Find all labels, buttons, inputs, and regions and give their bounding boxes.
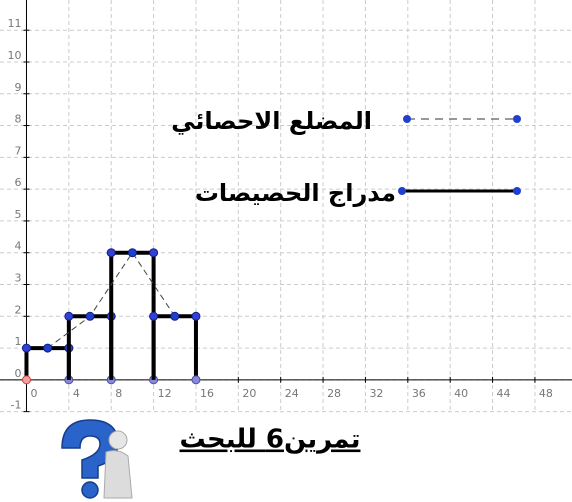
x-tick-label: 40 [454, 387, 468, 400]
x-tick-label: 16 [200, 387, 214, 400]
y-tick-label: 0 [14, 367, 21, 380]
x-tick-label: 4 [73, 387, 80, 400]
polygon-point [43, 343, 53, 353]
y-tick-label: 6 [14, 176, 21, 189]
y-tick-label: 10 [7, 49, 21, 62]
x-tick-label: 48 [539, 387, 553, 400]
legend-point [398, 187, 406, 195]
corner-point [149, 311, 159, 321]
corner-point [106, 248, 116, 258]
x-tick-label: 28 [327, 387, 341, 400]
y-tick-label: 5 [14, 208, 21, 221]
y-tick-label: 4 [14, 240, 21, 253]
polygon-point [127, 248, 137, 258]
y-tick-label: 1 [14, 335, 21, 348]
x-tick-label: 24 [285, 387, 299, 400]
histogram-bar [24, 346, 71, 380]
x-tick-label: 36 [412, 387, 426, 400]
y-tick-label: 2 [14, 303, 21, 316]
origin-point [21, 375, 31, 385]
y-tick-label: -1 [11, 399, 22, 412]
y-tick-label: 11 [7, 17, 21, 30]
corner-point [21, 343, 31, 353]
y-tick-label: 9 [14, 81, 21, 94]
base-point [191, 375, 201, 385]
corner-point [191, 311, 201, 321]
x-tick-label: 32 [369, 387, 383, 400]
x-tick-label: 0 [30, 387, 37, 400]
x-tick-label: 8 [115, 387, 122, 400]
y-tick-label: 3 [14, 271, 21, 284]
legend-point [513, 187, 521, 195]
question-icon [61, 419, 133, 499]
x-tick-label: 44 [497, 387, 511, 400]
polygon-point [85, 311, 95, 321]
chart-title: تمرين6 للبحث [180, 425, 361, 455]
y-tick-label: 7 [14, 144, 21, 157]
histogram-bar [66, 314, 114, 380]
x-tick-label: 12 [158, 387, 172, 400]
legend-point [403, 115, 411, 123]
corner-point [149, 248, 159, 258]
legend-point [513, 115, 521, 123]
x-tick-label: 20 [242, 387, 256, 400]
polygon-point [170, 311, 180, 321]
y-tick-label: 8 [14, 113, 21, 126]
polygon-line [47, 251, 176, 349]
corner-point [64, 311, 74, 321]
legend-label: مدراج الحصيصات [195, 179, 396, 207]
legend-label: المضلع الاحصائي [171, 107, 372, 135]
